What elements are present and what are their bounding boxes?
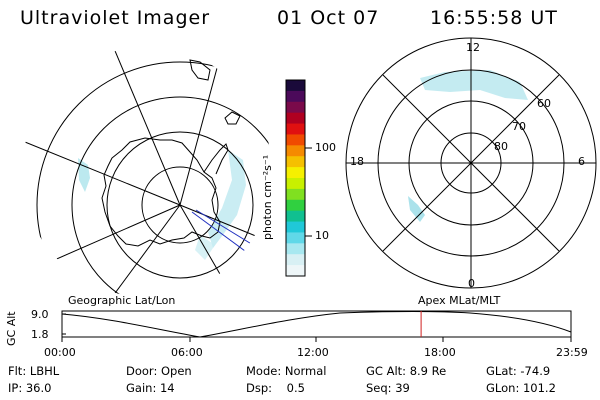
colorbar-swatch bbox=[286, 101, 305, 114]
colorbar-swatch bbox=[286, 145, 305, 157]
altitude-y-tick-bottom: 1.8 bbox=[31, 328, 49, 341]
status-mode: Mode: Normal bbox=[246, 364, 327, 378]
status-gc-alt: GC Alt: 8.9 Re bbox=[366, 364, 447, 378]
colorbar-swatch bbox=[286, 90, 305, 103]
status-dsp: Dsp: 0.5 bbox=[246, 381, 305, 395]
status-gain: Gain: 14 bbox=[126, 381, 175, 395]
apex-map-label: Apex MLat/MLT bbox=[418, 294, 501, 307]
colorbar-swatch bbox=[286, 178, 305, 190]
status-ip: IP: 36.0 bbox=[8, 381, 52, 395]
colorbar-swatch bbox=[286, 265, 305, 277]
altitude-x-tick: 12:00 bbox=[297, 346, 329, 359]
status-seq-value: 39 bbox=[395, 381, 410, 395]
color-bar bbox=[285, 79, 306, 277]
colorbar-swatch bbox=[286, 134, 305, 146]
latitude-rings bbox=[22, 47, 272, 297]
altitude-y-tick-top: 9.0 bbox=[31, 308, 49, 321]
status-filter: Flt: LBHL bbox=[8, 364, 60, 378]
altitude-x-tick: 23:59 bbox=[556, 346, 588, 359]
coastline-landmass bbox=[22, 57, 49, 79]
colorbar-tick-100: 100 bbox=[315, 141, 336, 154]
altitude-axis-ticks bbox=[61, 313, 572, 342]
coastline-peninsula bbox=[203, 143, 229, 175]
mlt-label-12: 12 bbox=[466, 41, 480, 54]
colorbar-swatch bbox=[286, 112, 305, 125]
colorbar-tick-10: 10 bbox=[315, 229, 329, 242]
colorbar-swatch bbox=[286, 167, 305, 179]
terminator-line bbox=[195, 209, 259, 249]
status-glat: GLat: -74.9 bbox=[486, 364, 551, 378]
status-dsp-value: 0.5 bbox=[286, 381, 305, 395]
time-label: 16:55:58 UT bbox=[430, 7, 558, 29]
status-door-value: Open bbox=[160, 364, 192, 378]
status-filter-value: LBHL bbox=[29, 364, 60, 378]
geo-map-label: Geographic Lat/Lon bbox=[68, 294, 176, 307]
colorbar-swatch bbox=[286, 232, 305, 244]
aurora-oval bbox=[420, 70, 528, 100]
mlt-label-6: 6 bbox=[578, 155, 585, 168]
altitude-curve bbox=[61, 311, 572, 338]
mlt-label-18: 18 bbox=[350, 155, 364, 168]
apex-map bbox=[345, 37, 597, 289]
altitude-x-tick: 00:00 bbox=[44, 346, 76, 359]
altitude-x-tick: 06:00 bbox=[171, 346, 203, 359]
date-label: 01 Oct 07 bbox=[277, 7, 380, 29]
coastline-landmass bbox=[189, 59, 211, 81]
colorbar-unit-label: photon cm⁻²s⁻¹ bbox=[261, 154, 274, 240]
mlat-label-80: 80 bbox=[494, 140, 508, 153]
status-ip-value: 36.0 bbox=[25, 381, 52, 395]
status-door: Door: Open bbox=[126, 364, 192, 378]
status-glon-value: 101.2 bbox=[522, 381, 556, 395]
colorbar-ticks bbox=[305, 147, 312, 237]
colorbar-swatch bbox=[286, 156, 305, 168]
colorbar-swatch bbox=[286, 188, 305, 201]
aurora-patch bbox=[78, 158, 90, 192]
colorbar-swatch bbox=[286, 254, 305, 266]
status-mode-value: Normal bbox=[284, 364, 327, 378]
status-glat-value: -74.9 bbox=[520, 364, 551, 378]
mlt-lines bbox=[346, 38, 596, 288]
mlat-label-60: 60 bbox=[537, 97, 551, 110]
altitude-x-tick: 18:00 bbox=[424, 346, 456, 359]
coastline-antarctica bbox=[101, 137, 221, 247]
status-seq: Seq: 39 bbox=[366, 381, 410, 395]
mlat-label-70: 70 bbox=[512, 120, 526, 133]
status-glon: GLon: 101.2 bbox=[486, 381, 556, 395]
longitude-lines bbox=[22, 47, 272, 297]
status-gain-value: 14 bbox=[159, 381, 175, 395]
colorbar-swatch bbox=[286, 210, 305, 223]
status-gc-alt-value: 8.9 Re bbox=[409, 364, 447, 378]
colorbar-swatch bbox=[286, 243, 305, 255]
mlt-label-0: 0 bbox=[468, 277, 475, 290]
colorbar-swatch bbox=[286, 123, 305, 136]
altitude-y-title: GC Alt bbox=[5, 311, 18, 346]
colorbar-swatch bbox=[286, 80, 305, 92]
colorbar-swatch bbox=[286, 199, 305, 212]
aurora-patch bbox=[408, 196, 425, 222]
coastline-landmass bbox=[224, 111, 241, 125]
altitude-plot bbox=[61, 310, 572, 342]
instrument-title: Ultraviolet Imager bbox=[20, 7, 211, 29]
colorbar-swatch bbox=[286, 221, 305, 234]
colorbar-frame bbox=[285, 79, 306, 277]
